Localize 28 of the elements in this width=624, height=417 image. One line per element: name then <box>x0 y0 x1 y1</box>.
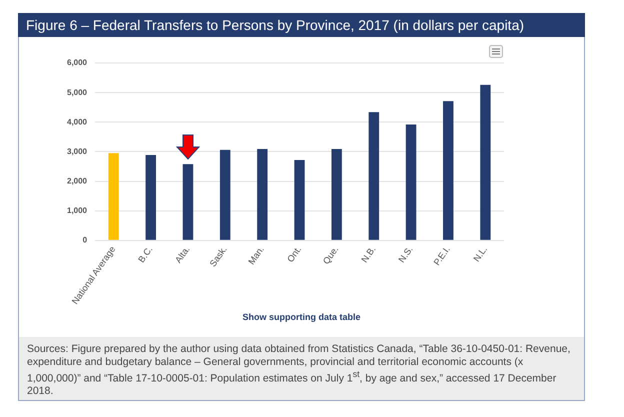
bar <box>480 84 491 240</box>
bar <box>182 164 194 240</box>
bar <box>331 149 342 240</box>
x-tick-label: Que. <box>320 244 340 266</box>
bar <box>294 160 305 240</box>
x-tick-label: Alta. <box>173 244 192 265</box>
bar <box>257 149 268 240</box>
x-tick-label: N.S. <box>396 244 415 264</box>
bar <box>146 154 156 240</box>
y-tick-label: 6,000 <box>66 58 88 68</box>
x-tick-label: B.C. <box>136 244 154 264</box>
bar <box>108 153 119 240</box>
y-tick-label: 3,000 <box>66 146 88 156</box>
bar <box>368 112 380 240</box>
y-tick-label: 2,000 <box>66 176 88 186</box>
text: Sources: Figure prepared by the author using data obtained from Statistics Canada, “Table 36-10-0450-01: Revenue, expenditure and budgetary balance – General governments, provincial and territorial economic accounts (x 1,000,000)” and “Table 17-10-0005-01: Population estimates on July 1$^{st}$, by age and sex,” accessed 17 December 2018. <box>27 343 570 397</box>
x-tick-label: N.L. <box>471 244 490 264</box>
y-tick-label: 0 <box>82 236 88 245</box>
bar <box>220 150 230 240</box>
y-tick-label: 5,000 <box>66 88 88 97</box>
bar <box>406 124 416 240</box>
y-tick-label: 4,000 <box>66 117 88 126</box>
text: Show supporting data table <box>241 312 362 322</box>
bar <box>443 101 454 240</box>
x-tick-label: Ont. <box>285 244 304 264</box>
x-tick-label: N.B. <box>359 244 378 264</box>
chart-title: Figure 6 – Federal Transfers to Persons by Province, 2017 (in dollars per capita) <box>18 13 585 37</box>
y-tick-label: 1,000 <box>66 206 88 216</box>
